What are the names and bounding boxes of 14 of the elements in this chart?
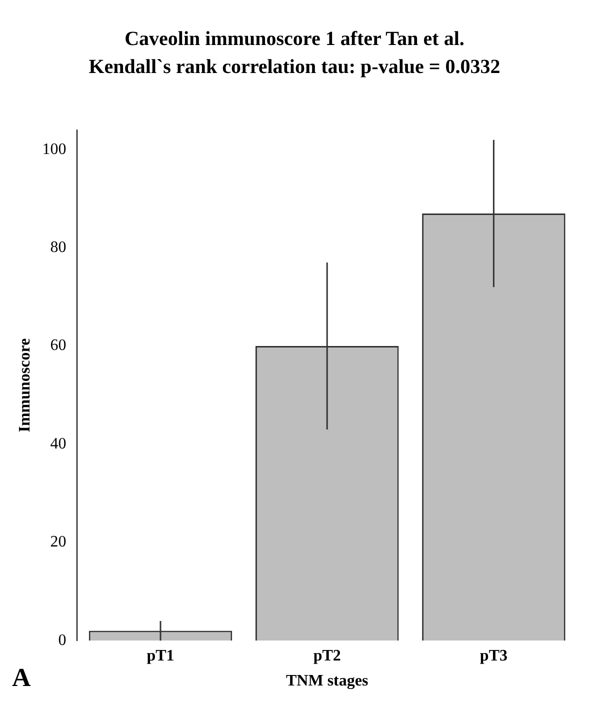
y-tick-label: 80 bbox=[50, 239, 66, 256]
x-tick-label: pT2 bbox=[313, 647, 341, 664]
x-axis-title: TNM stages bbox=[286, 672, 368, 690]
y-tick-label: 0 bbox=[58, 632, 66, 649]
chart-title: Caveolin immunoscore 1 after Tan et al. bbox=[124, 28, 464, 50]
chart-subtitle: Kendall`s rank correlation tau: p-value = 0.0332 bbox=[88, 56, 500, 78]
y-tick-label: 60 bbox=[50, 337, 66, 354]
y-tick-label: 100 bbox=[42, 140, 66, 158]
y-axis-title: Immunoscore bbox=[16, 338, 34, 432]
x-tick-label: pT1 bbox=[146, 647, 174, 664]
y-tick-label: 40 bbox=[50, 435, 66, 452]
x-tick-label: pT3 bbox=[480, 647, 508, 664]
text: A bbox=[12, 663, 31, 693]
y-tick-label: 20 bbox=[50, 534, 66, 551]
